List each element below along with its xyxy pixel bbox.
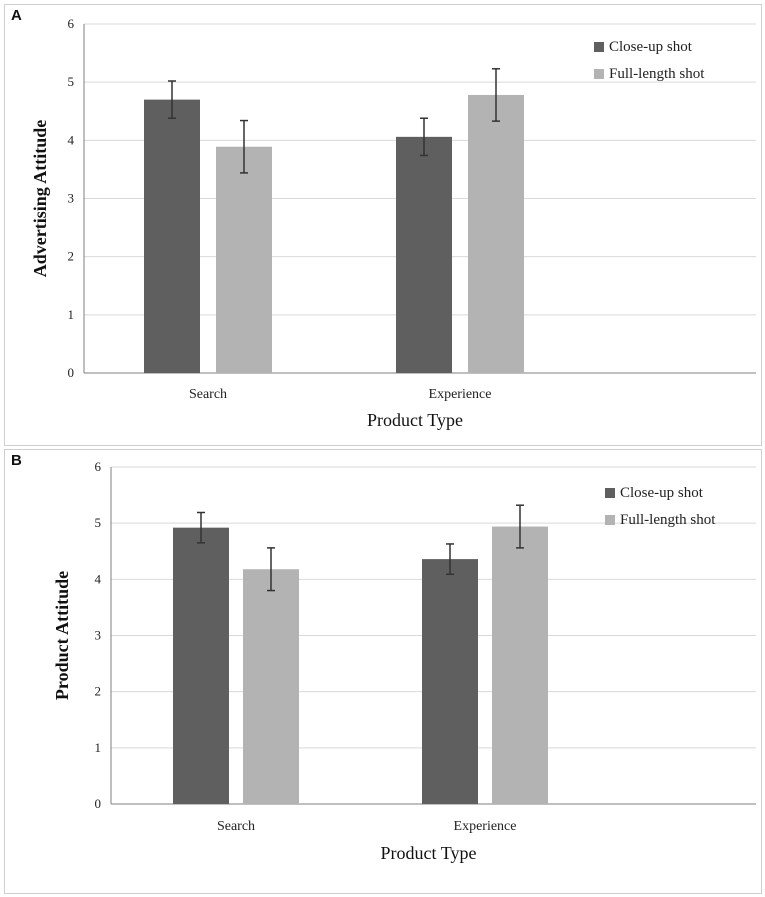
error-bar [420, 117, 428, 157]
legend-label-close-up: Close-up shot [620, 485, 704, 501]
chart-a-svg: 0 1 2 3 4 5 6 Search Experience Product Type Adver… [30, 16, 756, 430]
y-tick-label: 0 [95, 796, 102, 811]
panel-label-b: B [11, 452, 22, 469]
bar-experience-close-up [396, 136, 452, 373]
y-axis-title-a: Advertising Attitude [30, 120, 50, 278]
bar-experience-full-length [468, 94, 524, 374]
legend-swatch-full-length [605, 515, 615, 525]
y-tick-label: 6 [68, 16, 75, 31]
bar-search-close-up [144, 99, 200, 373]
error-bar [168, 80, 176, 119]
x-axis-title-a: Product Type [367, 410, 463, 430]
error-bar [240, 119, 248, 174]
error-bar [492, 68, 500, 122]
y-tick-label: 6 [95, 459, 102, 474]
y-tick-label: 5 [95, 515, 102, 530]
x-category-experience: Experience [454, 819, 517, 834]
panel-label-a: A [11, 7, 22, 24]
error-bar [446, 543, 454, 576]
bar-experience-close-up [422, 559, 478, 804]
bar-search-full-length [216, 146, 272, 373]
legend-swatch-close-up [605, 488, 615, 498]
bar-search-full-length [243, 569, 299, 804]
y-tick-label: 4 [68, 132, 75, 147]
bar-search-close-up [173, 527, 229, 804]
legend-label-full-length: Full-length shot [609, 66, 705, 82]
x-category-experience: Experience [429, 387, 492, 402]
y-tick-label: 1 [95, 740, 102, 755]
y-tick-label: 2 [68, 249, 75, 264]
x-category-search: Search [189, 387, 227, 402]
error-bar [197, 511, 205, 544]
error-bar [267, 547, 275, 592]
y-tick-label: 3 [95, 628, 102, 643]
error-bar [516, 504, 524, 549]
chart-panel-a: A 0 1 2 3 4 5 6 Search Experience Product Type Adv… [4, 4, 762, 446]
x-category-search: Search [217, 819, 255, 834]
y-tick-label: 1 [68, 307, 75, 322]
legend-swatch-full-length [594, 69, 604, 79]
y-tick-label: 3 [68, 191, 75, 206]
chart-b-svg: 0 1 2 3 4 5 6 Search Experience Product Type Produ… [52, 459, 756, 863]
legend-swatch-close-up [594, 42, 604, 52]
y-tick-label: 4 [95, 571, 102, 586]
legend-label-close-up: Close-up shot [609, 39, 693, 55]
y-tick-label: 5 [68, 74, 75, 89]
bar-experience-full-length [492, 526, 548, 804]
y-tick-label: 0 [68, 365, 75, 380]
y-tick-label: 2 [95, 684, 102, 699]
y-axis-title-b: Product Attitude [52, 571, 72, 700]
legend-label-full-length: Full-length shot [620, 512, 716, 528]
x-axis-title-b: Product Type [381, 843, 477, 863]
chart-panel-b: B 0 1 2 3 4 5 6 Search Experience Product Type Pro… [4, 449, 762, 894]
